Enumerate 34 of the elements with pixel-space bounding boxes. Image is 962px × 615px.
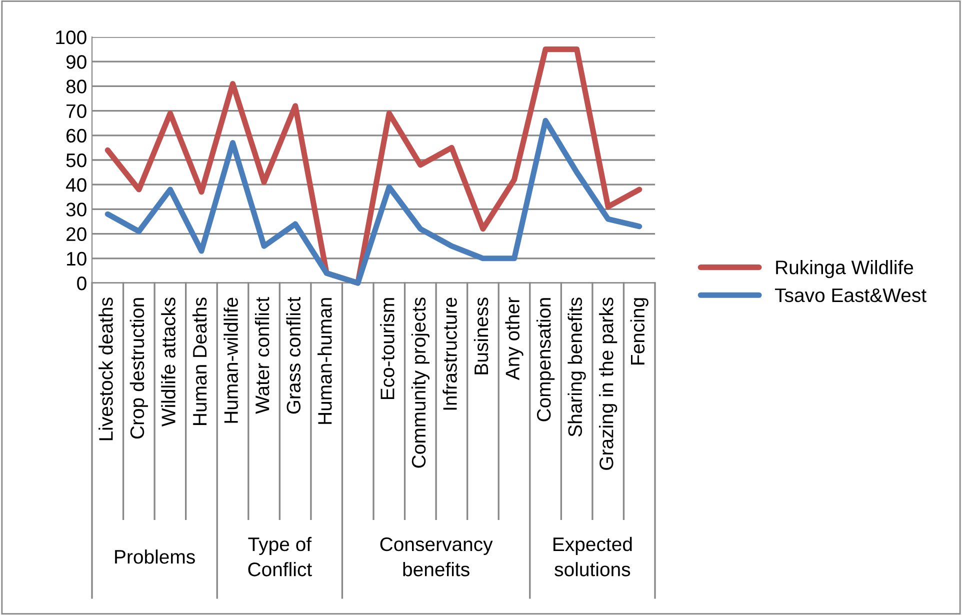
x-tick-label: Infrastructure: [442, 298, 457, 410]
y-tick-label: 50: [66, 153, 86, 168]
y-tick-label: 100: [56, 30, 86, 44]
x-tick-label: Human-human: [318, 298, 332, 424]
x-tick-label: Compensation: [536, 298, 555, 422]
y-tick-label: 20: [66, 227, 86, 242]
x-tick-label: Any other: [505, 297, 524, 380]
text: Type of Conflict: [248, 536, 312, 576]
x-tick-label: Fencing: [630, 298, 648, 364]
legend-label: Rukinga Wildlife: [776, 260, 914, 278]
x-tick-label: Wildlife attacks: [161, 298, 176, 426]
y-tick-label: 60: [66, 128, 86, 143]
text: Expected solutions: [554, 536, 632, 576]
x-tick-label: Human Deaths: [192, 298, 207, 425]
x-tick-label: Grazing in the parks: [599, 298, 618, 470]
x-tick-label: Business: [474, 298, 488, 374]
text: Conservancy benefits: [380, 537, 493, 576]
x-tick-label: Livestock deaths: [98, 298, 113, 440]
x-tick-label: Eco-tourism: [380, 298, 394, 400]
y-tick-label: 0: [77, 276, 86, 290]
y-tick-label: 40: [66, 178, 86, 192]
y-tick-label: 80: [66, 80, 86, 94]
x-tick-label: Community projects: [411, 298, 430, 468]
x-tick-label: Sharing benefits: [568, 298, 586, 437]
y-tick-label: 70: [66, 104, 86, 118]
x-tick-label: Crop destruction: [130, 298, 148, 439]
y-tick-label: 10: [66, 252, 86, 266]
y-tick-label: 90: [66, 55, 86, 69]
x-tick-label: Water conflict: [254, 297, 270, 414]
x-tick-label: Human-wildlife: [224, 298, 238, 423]
legend-label: Tsavo East&West: [774, 288, 926, 302]
text: Problems: [115, 549, 195, 564]
x-tick-label: Grass conflict: [286, 297, 301, 414]
y-tick-label: 30: [66, 202, 86, 216]
